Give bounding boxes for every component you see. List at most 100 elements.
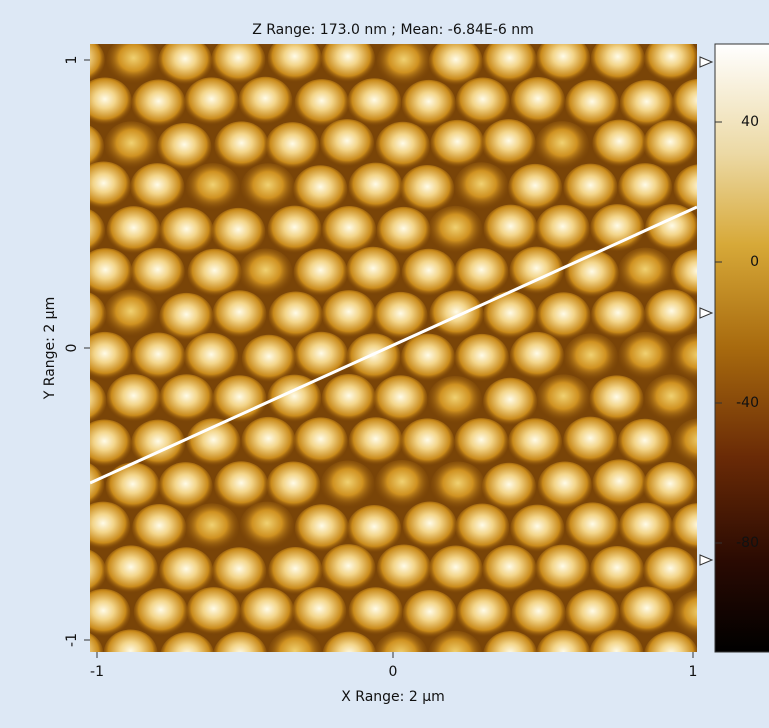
particle (428, 375, 483, 424)
particle (430, 461, 485, 510)
y-tick-label: 1 (64, 56, 80, 65)
particle (619, 79, 674, 128)
particle (186, 418, 241, 467)
particle (374, 631, 428, 652)
particle (509, 331, 564, 380)
particle (267, 44, 322, 83)
marker[interactable] (699, 56, 714, 68)
marker[interactable] (699, 554, 714, 566)
particle (400, 333, 455, 382)
particle (25, 248, 79, 296)
particle (187, 248, 242, 297)
particle (454, 418, 509, 467)
particle (133, 588, 188, 637)
particle (508, 418, 563, 467)
particle (347, 78, 402, 127)
particle (454, 248, 509, 297)
particle (401, 248, 456, 297)
particle (292, 586, 347, 635)
particle (535, 544, 590, 593)
afm-image (0, 34, 697, 652)
particle (266, 461, 321, 510)
particle (213, 631, 267, 652)
particle (590, 204, 645, 253)
particle (268, 546, 323, 595)
particle (90, 248, 133, 297)
particle (428, 44, 483, 86)
particle (672, 590, 697, 639)
particle (400, 418, 455, 467)
particle (293, 417, 348, 466)
particle (105, 462, 160, 511)
particle (672, 78, 697, 127)
x-tick-label: -1 (90, 664, 104, 680)
particle (238, 76, 293, 125)
particle (184, 77, 239, 126)
particle (90, 501, 131, 550)
particle (671, 503, 697, 552)
particle (131, 332, 186, 381)
particle (322, 631, 376, 652)
particle (0, 34, 51, 82)
particle (103, 545, 158, 594)
marker[interactable] (699, 307, 714, 319)
particle (90, 125, 105, 168)
particle (130, 247, 185, 296)
particle (293, 248, 348, 297)
particle (158, 44, 213, 86)
particle (159, 547, 214, 596)
particle (160, 632, 214, 652)
particle (563, 416, 618, 465)
particle (592, 119, 647, 168)
particle (268, 291, 323, 340)
particle (589, 375, 644, 424)
colorbar-tick-label: -80 (736, 535, 759, 551)
particle (481, 462, 536, 511)
colorbar (714, 43, 769, 653)
particle (455, 77, 510, 126)
particle (26, 77, 80, 125)
profile-line[interactable] (90, 205, 697, 485)
particle (322, 206, 377, 255)
particle (373, 291, 428, 340)
particle (376, 44, 431, 86)
particle (159, 292, 214, 341)
particle (348, 162, 403, 211)
particle (238, 248, 293, 297)
particle (90, 44, 105, 82)
particle (0, 463, 52, 511)
particle (320, 44, 375, 83)
particle (347, 505, 402, 554)
particle (590, 545, 645, 594)
particle (454, 333, 509, 382)
particle (402, 501, 457, 550)
particle (346, 333, 401, 382)
particle (90, 419, 132, 468)
particle (90, 292, 107, 337)
particle (184, 332, 239, 381)
particle (644, 631, 697, 652)
particle (482, 545, 537, 594)
particle-lattice (0, 34, 697, 652)
particle (402, 589, 457, 638)
particle (23, 165, 77, 213)
particle (619, 586, 674, 635)
x-tick-label: 0 (389, 664, 398, 680)
particle (564, 249, 619, 298)
particle (563, 163, 618, 212)
particle (103, 289, 158, 338)
particle (536, 374, 591, 423)
particle (90, 378, 107, 424)
x-axis-label: X Range: 2 µm (341, 689, 444, 705)
particle (618, 163, 673, 212)
particle (617, 418, 672, 467)
particle (644, 289, 697, 338)
particle (565, 589, 620, 638)
particle (90, 549, 107, 594)
particle (618, 331, 673, 380)
particle (23, 503, 77, 551)
particle (267, 205, 322, 254)
particle (104, 121, 159, 170)
particle (536, 630, 591, 652)
particle (671, 333, 697, 382)
